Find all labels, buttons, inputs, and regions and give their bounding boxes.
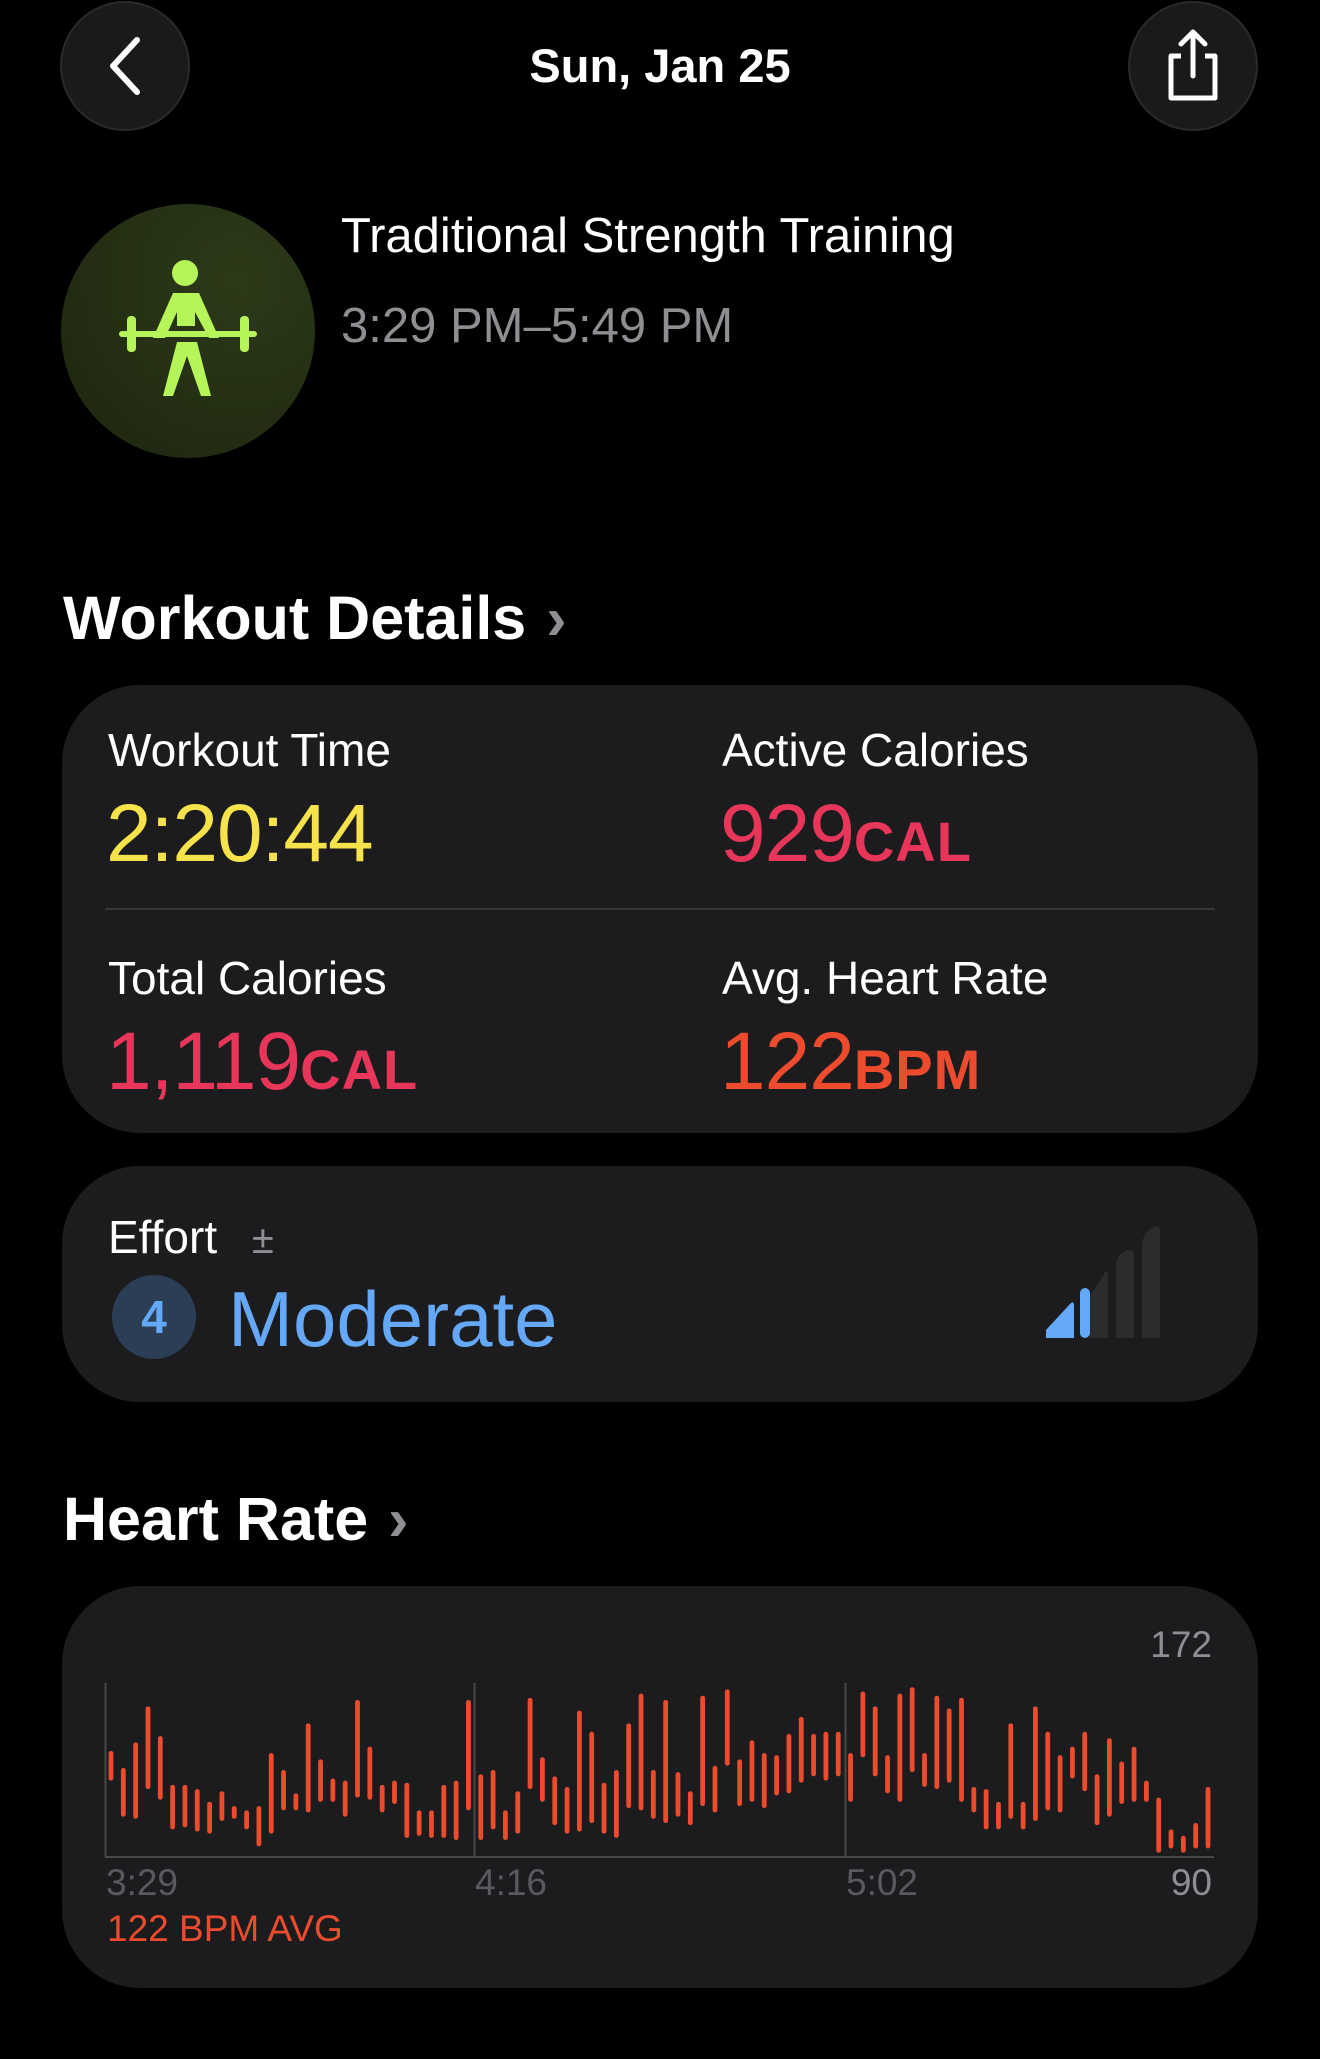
workout-name: Traditional Strength Training: [341, 209, 955, 263]
workout-details-header[interactable]: Workout Details ›: [63, 583, 567, 653]
effort-level: Moderate: [228, 1275, 558, 1363]
effort-label: Effort: [108, 1211, 218, 1263]
effort-label-row: Effort ±: [108, 1210, 274, 1264]
heart-rate-title: Heart Rate: [63, 1485, 369, 1553]
chevron-left-icon: [110, 37, 140, 95]
workout-type-icon-badge: [61, 204, 315, 458]
share-icon: [1168, 29, 1218, 101]
divider: [105, 908, 1215, 910]
metric-label: Total Calories: [108, 952, 387, 1004]
chevron-right-icon: ›: [546, 584, 567, 652]
weightlifting-figure-icon: [119, 260, 257, 396]
metric-unit: CAL: [853, 810, 972, 873]
workout-details-card[interactable]: Workout Time 2:20:44 Active Calories 929…: [62, 685, 1258, 1133]
metric-value: 122: [720, 1016, 855, 1107]
metric-unit: CAL: [300, 1038, 419, 1101]
heart-rate-header[interactable]: Heart Rate ›: [63, 1484, 408, 1554]
effort-score-badge: 4: [112, 1275, 196, 1359]
back-button[interactable]: [60, 1, 190, 131]
metric-value: 1,119: [106, 1016, 301, 1107]
heart-rate-chart: [104, 1683, 1214, 1858]
effort-level-bars-icon: [1046, 1226, 1160, 1338]
workout-time-range: 3:29 PM–5:49 PM: [341, 299, 734, 353]
metric-value: 2:20:44: [106, 788, 374, 879]
page-title: Sun, Jan 25: [529, 39, 791, 92]
share-button[interactable]: [1128, 1, 1258, 131]
plus-minus-icon[interactable]: ±: [251, 1218, 274, 1262]
metric-label: Avg. Heart Rate: [722, 952, 1049, 1004]
x-tick-label: 5:02: [846, 1862, 919, 1903]
workout-details-title: Workout Details: [63, 584, 527, 652]
chevron-right-icon: ›: [388, 1485, 409, 1553]
y-min-label: 90: [1170, 1862, 1212, 1903]
effort-card[interactable]: Effort ± 4 Moderate: [62, 1166, 1258, 1402]
x-tick-label: 4:16: [475, 1862, 548, 1903]
avg-bpm-label: 122 BPM AVG: [107, 1908, 343, 1949]
y-max-label: 172: [1150, 1624, 1212, 1665]
metric-value: 929: [720, 788, 855, 879]
metric-unit: BPM: [853, 1038, 982, 1101]
metric-label: Active Calories: [722, 724, 1029, 776]
x-tick-label: 3:29: [106, 1862, 179, 1903]
metric-label: Workout Time: [108, 724, 391, 776]
